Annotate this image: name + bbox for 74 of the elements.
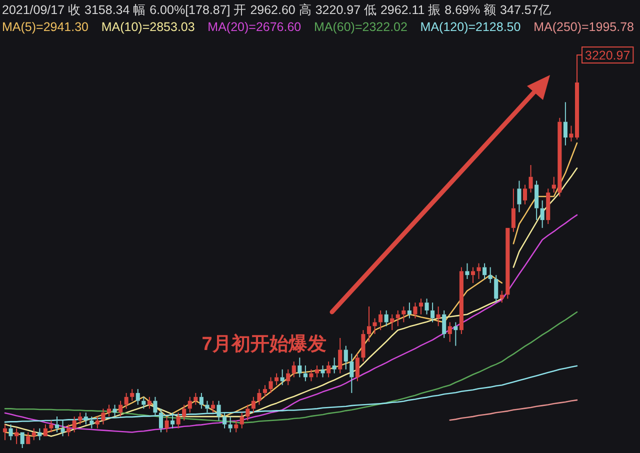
candlestick xyxy=(262,384,268,398)
candlestick xyxy=(563,102,568,146)
candlestick xyxy=(413,302,418,319)
candlestick xyxy=(84,412,88,425)
candlestick xyxy=(54,416,60,433)
candlestick xyxy=(118,400,123,418)
candlestick xyxy=(251,396,256,414)
candlestick xyxy=(228,416,232,433)
text: MA(5)=2941.30 xyxy=(2,20,89,34)
candlestick xyxy=(494,274,498,304)
candlestick xyxy=(407,302,412,319)
candlestick xyxy=(176,412,180,429)
candlestick xyxy=(384,310,388,327)
text: MA(250)=1995.78 xyxy=(534,20,634,34)
candlestick xyxy=(286,368,290,386)
text: MA(20)=2676.60 xyxy=(208,20,302,34)
candlestick xyxy=(78,412,82,425)
candlestick xyxy=(569,125,574,142)
candlestick xyxy=(136,388,140,406)
candlestick xyxy=(418,298,424,315)
candlestick xyxy=(320,364,325,378)
candlestick xyxy=(240,412,244,429)
candlestick xyxy=(378,310,383,331)
candlestick xyxy=(49,420,54,433)
candlestick xyxy=(361,330,366,362)
candlestick xyxy=(332,357,336,374)
candlestick xyxy=(488,266,492,284)
candlestick xyxy=(546,188,550,224)
candlestick xyxy=(528,164,533,194)
text: 3220.97 xyxy=(585,48,630,62)
candlestick xyxy=(338,337,342,374)
candlestick xyxy=(540,200,544,228)
candlestick xyxy=(396,310,400,327)
candlestick xyxy=(234,420,238,433)
candlestick xyxy=(158,408,164,433)
candlestick xyxy=(8,424,13,441)
candlestick xyxy=(95,416,100,429)
candlestick xyxy=(257,388,262,406)
candlestick xyxy=(517,180,522,213)
candlestick xyxy=(366,306,372,342)
candlestick xyxy=(72,416,76,433)
candlestick xyxy=(298,357,302,378)
candlestick xyxy=(522,184,528,205)
candlestick xyxy=(350,353,354,394)
candlestick xyxy=(101,408,106,425)
candlestick xyxy=(164,416,169,433)
candlestick xyxy=(326,361,331,378)
candlestick xyxy=(222,412,227,429)
candlestick xyxy=(194,392,198,406)
candlestick xyxy=(459,266,464,335)
chart-title: 2021/09/17 收 3158.34 幅 6.00%[178.87] 开 2962.60 高 3220.97 低 2962.11 振 8.69% 额 347.57亿 xyxy=(2,2,552,17)
candlestick xyxy=(344,345,348,370)
candlestick xyxy=(90,416,94,429)
candlestick xyxy=(292,361,296,378)
candlestick xyxy=(448,322,452,342)
text: MA(10)=2853.03 xyxy=(101,20,195,34)
annotation: 7月初开始爆发 xyxy=(202,333,326,355)
candlestick xyxy=(216,400,221,421)
text: MA(60)=2322.02 xyxy=(314,20,408,34)
candlestick xyxy=(170,412,175,429)
candlestick xyxy=(153,396,158,418)
candlestick xyxy=(402,306,406,323)
candlestick xyxy=(454,322,458,346)
candlestick xyxy=(511,188,516,232)
candlestick xyxy=(130,388,134,402)
candlestick xyxy=(465,262,470,280)
candlestick xyxy=(2,424,8,441)
candlestick xyxy=(188,396,192,414)
text: MA(120)=2128.50 xyxy=(420,20,521,34)
candlestick xyxy=(436,306,440,327)
candlestick xyxy=(424,298,429,315)
candlestick xyxy=(470,266,476,284)
candlestick xyxy=(442,310,446,338)
candlestick xyxy=(314,364,320,378)
